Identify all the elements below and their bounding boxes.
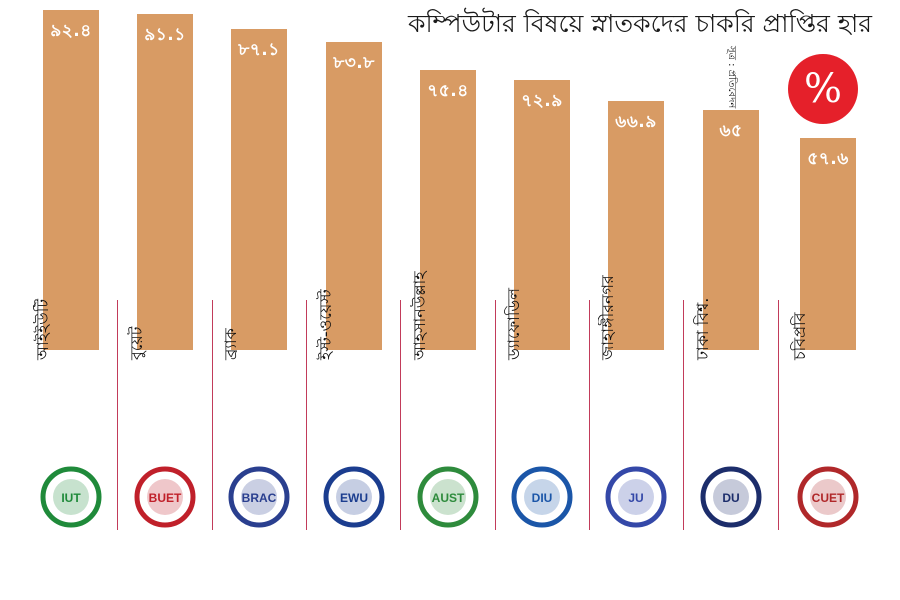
column-divider bbox=[212, 300, 213, 530]
svg-text:EWU: EWU bbox=[340, 491, 368, 505]
category-label-text: ড্যাফোডিল bbox=[504, 287, 523, 360]
svg-text:AUST: AUST bbox=[432, 491, 465, 505]
cuet-logo-icon: CUET bbox=[793, 462, 863, 532]
column-divider bbox=[400, 300, 401, 530]
category-label: জাহাঙ্গীরনগর bbox=[598, 275, 651, 455]
dhaka-university-logo-icon: DU bbox=[696, 462, 766, 532]
category-label-text: ইস্ট-ওয়েস্ট bbox=[316, 289, 335, 360]
column-divider bbox=[683, 300, 684, 530]
category-label: ইস্ট-ওয়েস্ট bbox=[316, 289, 369, 455]
bar: ৬৫ bbox=[703, 110, 759, 350]
bar-value-label: ৯২.৪ bbox=[50, 21, 92, 41]
bar-value-label: ৯১.১ bbox=[144, 25, 186, 45]
svg-text:JU: JU bbox=[628, 491, 643, 505]
bar-value-label: ৬৬.৯ bbox=[615, 112, 657, 132]
jahangirnagar-logo-icon: JU bbox=[601, 462, 671, 532]
svg-text:DIU: DIU bbox=[532, 491, 553, 505]
bar: ৯২.৪ bbox=[43, 10, 99, 350]
category-label-text: ঢাকা বিশ্ব. bbox=[693, 297, 712, 360]
percent-badge-icon: % bbox=[788, 54, 858, 124]
source-note: সূত্র : প্রতিবেদন bbox=[726, 46, 737, 109]
chart-title: কম্পিউটার বিষয়ে স্নাতকদের চাকরি প্রাপ্ত… bbox=[408, 9, 872, 38]
svg-text:DU: DU bbox=[722, 491, 739, 505]
bar-value-label: ৮৭.১ bbox=[238, 40, 280, 60]
category-label-text: আহসানউল্লাহ bbox=[410, 271, 429, 360]
svg-text:IUT: IUT bbox=[61, 491, 81, 505]
bar: ৫৭.৬ bbox=[800, 138, 856, 350]
brac-university-logo-icon: BRAC bbox=[224, 462, 294, 532]
svg-text:CUET: CUET bbox=[812, 491, 845, 505]
column-divider bbox=[117, 300, 118, 530]
bar: ৬৬.৯ bbox=[608, 101, 664, 350]
category-label: চবিপ্রবি bbox=[790, 312, 843, 455]
category-label-text: চবিপ্রবি bbox=[790, 312, 809, 360]
svg-text:BRAC: BRAC bbox=[242, 491, 277, 505]
column-divider bbox=[778, 300, 779, 530]
category-label: বুয়েট bbox=[127, 327, 180, 455]
category-label: ঢাকা বিশ্ব. bbox=[693, 298, 746, 455]
bar: ৮৩.৮ bbox=[326, 42, 382, 350]
bar-value-label: ৭৫.৪ bbox=[427, 81, 469, 101]
bar: ৮৭.১ bbox=[231, 29, 287, 350]
bar-value-label: ৭২.৯ bbox=[521, 91, 563, 111]
bar-value-label: ৮৩.৮ bbox=[333, 53, 375, 73]
bar-value-label: ৫৭.৬ bbox=[807, 149, 849, 169]
category-label-text: জাহাঙ্গীরনগর bbox=[598, 275, 617, 360]
column-divider bbox=[306, 300, 307, 530]
category-label: ড্যাফোডিল bbox=[504, 288, 557, 455]
east-west-university-logo-icon: EWU bbox=[319, 462, 389, 532]
category-label-text: বুয়েট bbox=[127, 326, 146, 360]
diu-logo-icon: DIU bbox=[507, 462, 577, 532]
iut-logo-icon: IUT bbox=[36, 462, 106, 532]
aust-logo-icon: AUST bbox=[413, 462, 483, 532]
bar: ৯১.১ bbox=[137, 14, 193, 350]
column-divider bbox=[495, 300, 496, 530]
category-label: আহসানউল্লাহ bbox=[410, 271, 463, 455]
bar-value-label: ৬৫ bbox=[719, 121, 743, 141]
category-label: ব্র্যাক bbox=[221, 328, 274, 455]
column-divider bbox=[589, 300, 590, 530]
buet-logo-icon: BUET bbox=[130, 462, 200, 532]
category-label: আইইউটি bbox=[33, 299, 86, 455]
svg-text:BUET: BUET bbox=[149, 491, 182, 505]
bar: ৭৫.৪ bbox=[420, 70, 476, 350]
bar: ৭২.৯ bbox=[514, 80, 570, 350]
category-label-text: আইইউটি bbox=[33, 298, 52, 360]
category-label-text: ব্র্যাক bbox=[221, 328, 240, 360]
